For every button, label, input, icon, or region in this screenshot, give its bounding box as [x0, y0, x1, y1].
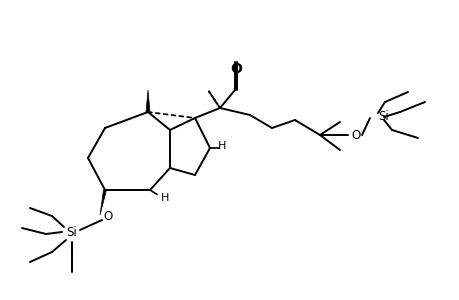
Polygon shape: [100, 190, 106, 215]
Text: H: H: [161, 193, 169, 203]
Text: Si: Si: [67, 226, 77, 238]
Polygon shape: [146, 90, 150, 112]
Text: O: O: [103, 211, 112, 224]
Text: O: O: [351, 128, 360, 142]
Text: H: H: [218, 141, 226, 151]
Text: O: O: [230, 62, 241, 76]
Text: Si: Si: [377, 110, 388, 122]
